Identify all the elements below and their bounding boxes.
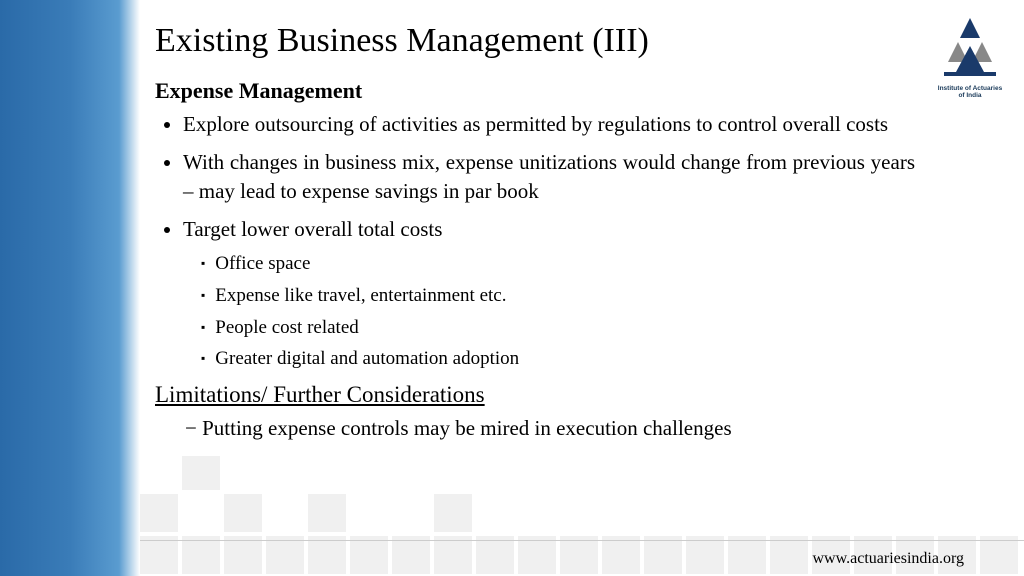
- sub-bullet-item: Expense like travel, entertainment etc.: [201, 283, 915, 309]
- sub-bullet-item: People cost related: [201, 315, 915, 341]
- bullet-item: Explore outsourcing of activities as per…: [183, 110, 915, 138]
- limitations-heading: Limitations/ Further Considerations: [155, 382, 915, 408]
- footer-url: www.actuariesindia.org: [812, 550, 964, 568]
- main-bullet-list: Explore outsourcing of activities as per…: [183, 110, 915, 372]
- bullet-text: Target lower overall total costs: [183, 217, 442, 241]
- slide-title: Existing Business Management (III): [155, 22, 915, 60]
- logo-icon: [934, 16, 1006, 78]
- sub-bullet-item: Greater digital and automation adoption: [201, 346, 915, 372]
- logo-caption: Institute of Actuaries of India: [934, 85, 1006, 99]
- slide-content: Existing Business Management (III) Expen…: [155, 22, 915, 441]
- limitations-item: Putting expense controls may be mired in…: [203, 416, 915, 441]
- section-subtitle: Expense Management: [155, 78, 915, 104]
- bullet-item: With changes in business mix, expense un…: [183, 148, 915, 205]
- bullet-item: Target lower overall total costs Office …: [183, 215, 915, 372]
- footer-divider: [140, 540, 1024, 541]
- sidebar-gradient: [0, 0, 140, 576]
- org-logo: Institute of Actuaries of India: [934, 16, 1006, 99]
- sub-bullet-item: Office space: [201, 251, 915, 277]
- sub-bullet-list: Office space Expense like travel, entert…: [201, 251, 915, 372]
